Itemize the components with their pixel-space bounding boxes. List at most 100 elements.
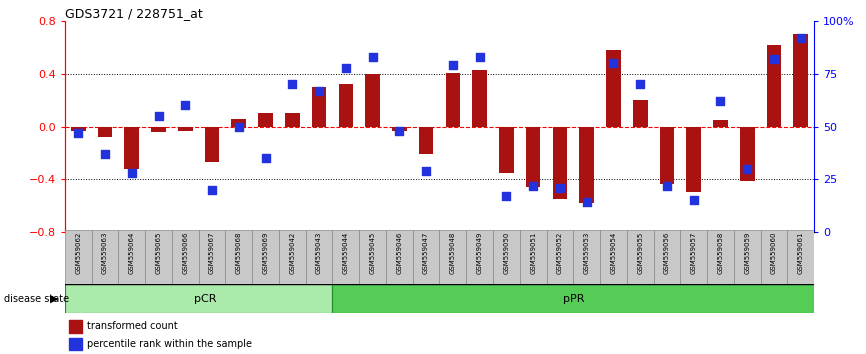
Text: GSM559055: GSM559055: [637, 232, 643, 274]
Bar: [660, 127, 675, 184]
Text: GSM559057: GSM559057: [691, 232, 696, 274]
Text: GSM559054: GSM559054: [611, 232, 617, 274]
Text: GSM559060: GSM559060: [771, 232, 777, 274]
Bar: [306, 230, 333, 285]
Bar: [686, 127, 701, 192]
Bar: [178, 127, 193, 131]
Bar: [92, 230, 119, 285]
Point: [312, 88, 326, 93]
Point: [633, 82, 647, 87]
Bar: [119, 230, 145, 285]
Text: GSM559056: GSM559056: [664, 232, 670, 274]
Bar: [445, 73, 460, 127]
Bar: [787, 230, 814, 285]
Bar: [125, 127, 139, 169]
Bar: [546, 230, 573, 285]
Point: [660, 183, 674, 188]
Bar: [681, 230, 707, 285]
Bar: [225, 230, 252, 285]
Text: GSM559045: GSM559045: [370, 232, 376, 274]
Point: [205, 187, 219, 193]
Text: GSM559046: GSM559046: [397, 232, 403, 274]
Text: GSM559044: GSM559044: [343, 232, 349, 274]
Point: [98, 151, 112, 157]
Text: GSM559068: GSM559068: [236, 232, 242, 274]
Bar: [439, 230, 466, 285]
Text: GSM559064: GSM559064: [129, 232, 135, 274]
Bar: [573, 230, 600, 285]
Text: GSM559065: GSM559065: [156, 232, 162, 274]
Bar: [520, 230, 546, 285]
Text: GSM559053: GSM559053: [584, 232, 590, 274]
Point: [740, 166, 754, 172]
Bar: [258, 113, 273, 127]
Text: GSM559043: GSM559043: [316, 232, 322, 274]
Bar: [231, 119, 246, 127]
Bar: [553, 127, 567, 199]
Bar: [312, 87, 326, 127]
Text: GDS3721 / 228751_at: GDS3721 / 228751_at: [65, 7, 203, 20]
Point: [392, 128, 406, 133]
Bar: [279, 230, 306, 285]
Bar: [793, 34, 808, 127]
Point: [553, 185, 567, 190]
Point: [473, 54, 487, 60]
Point: [687, 198, 701, 203]
Bar: [526, 127, 540, 187]
Point: [286, 82, 300, 87]
Point: [152, 113, 165, 119]
Bar: [600, 230, 627, 285]
Bar: [654, 230, 681, 285]
Bar: [740, 127, 754, 181]
Bar: [198, 230, 225, 285]
Bar: [339, 84, 353, 127]
Bar: [333, 230, 359, 285]
Bar: [65, 284, 333, 313]
Bar: [413, 230, 439, 285]
Point: [714, 98, 727, 104]
Text: GSM559067: GSM559067: [209, 232, 215, 274]
Bar: [734, 230, 760, 285]
Text: GSM559061: GSM559061: [798, 232, 804, 274]
Bar: [766, 45, 781, 127]
Bar: [172, 230, 198, 285]
Point: [767, 56, 781, 62]
Bar: [68, 338, 82, 350]
Bar: [365, 74, 380, 127]
Point: [527, 183, 540, 188]
Point: [259, 155, 273, 161]
Point: [339, 65, 352, 70]
Point: [71, 130, 85, 136]
Bar: [145, 230, 172, 285]
Bar: [466, 230, 493, 285]
Text: GSM559062: GSM559062: [75, 232, 81, 274]
Bar: [152, 127, 166, 132]
Text: GSM559047: GSM559047: [423, 232, 430, 274]
Text: pCR: pCR: [194, 294, 216, 304]
Bar: [760, 230, 787, 285]
Point: [500, 193, 514, 199]
Text: transformed count: transformed count: [87, 321, 178, 331]
Text: GSM559052: GSM559052: [557, 232, 563, 274]
Text: pPR: pPR: [563, 294, 584, 304]
Text: GSM559051: GSM559051: [530, 232, 536, 274]
Bar: [204, 127, 219, 162]
Text: GSM559063: GSM559063: [102, 232, 108, 274]
Bar: [606, 50, 621, 127]
Text: GSM559066: GSM559066: [183, 232, 188, 274]
Bar: [493, 230, 520, 285]
Bar: [472, 70, 487, 127]
Bar: [627, 230, 654, 285]
Text: GSM559049: GSM559049: [476, 232, 482, 274]
Point: [365, 54, 379, 60]
Bar: [499, 127, 514, 173]
Bar: [386, 230, 413, 285]
Point: [446, 63, 460, 68]
Text: disease state: disease state: [4, 294, 69, 304]
Bar: [419, 127, 434, 154]
Bar: [633, 100, 648, 127]
Bar: [392, 127, 407, 131]
Point: [419, 168, 433, 173]
Point: [794, 35, 808, 41]
Bar: [65, 230, 92, 285]
